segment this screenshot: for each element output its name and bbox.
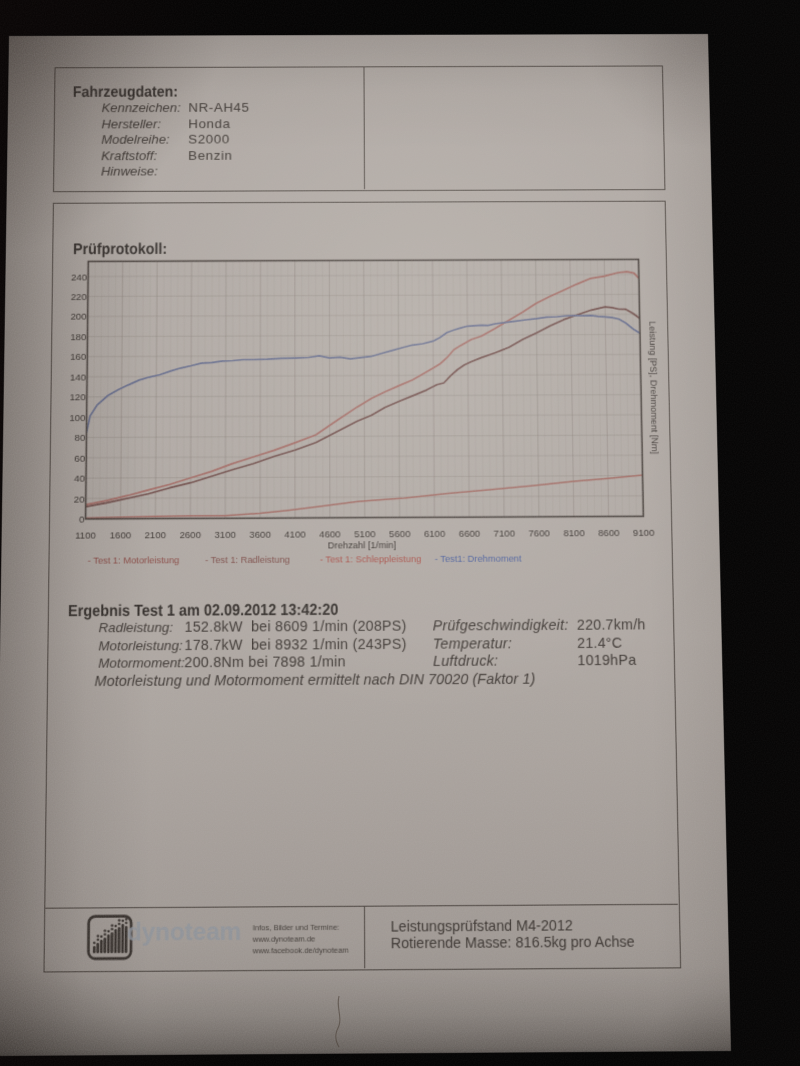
svg-text:180: 180 (70, 332, 86, 343)
svg-text:140: 140 (70, 372, 86, 383)
svg-text:0: 0 (79, 514, 85, 525)
svg-text:8100: 8100 (563, 528, 584, 538)
svg-text:80: 80 (74, 433, 85, 444)
svg-text:6100: 6100 (424, 529, 445, 539)
svg-text:- Test 1: Radleistung: - Test 1: Radleistung (205, 554, 290, 565)
svg-text:Drehzahl [1/min]: Drehzahl [1/min] (328, 540, 397, 551)
svg-text:2600: 2600 (180, 530, 201, 540)
svg-text:1100: 1100 (75, 530, 96, 541)
svg-text:6600: 6600 (459, 528, 480, 538)
svg-text:220: 220 (71, 292, 87, 303)
svg-text:8600: 8600 (598, 528, 620, 538)
svg-text:- Test 1: Schleppleistung: - Test 1: Schleppleistung (320, 554, 421, 565)
svg-text:9100: 9100 (633, 528, 655, 538)
svg-text:100: 100 (69, 413, 85, 424)
svg-text:- Test1: Drehmoment: - Test1: Drehmoment (435, 553, 522, 564)
svg-text:5600: 5600 (389, 529, 410, 539)
svg-text:60: 60 (74, 453, 85, 464)
svg-text:3600: 3600 (249, 529, 270, 539)
svg-text:20: 20 (74, 494, 85, 505)
svg-text:- Test 1: Motorleistung: - Test 1: Motorleistung (88, 555, 180, 566)
svg-text:Leistung [PS], Drehmoment [Nm]: Leistung [PS], Drehmoment [Nm] (647, 321, 660, 454)
svg-text:4100: 4100 (284, 529, 305, 539)
svg-text:1600: 1600 (110, 530, 132, 541)
svg-text:160: 160 (70, 352, 86, 363)
svg-text:120: 120 (70, 392, 86, 403)
svg-text:2100: 2100 (145, 530, 166, 541)
svg-text:240: 240 (71, 272, 87, 283)
svg-text:200: 200 (70, 312, 86, 323)
svg-text:7100: 7100 (494, 528, 515, 538)
svg-text:3100: 3100 (214, 530, 235, 540)
svg-text:40: 40 (74, 473, 85, 484)
svg-text:7600: 7600 (528, 528, 549, 538)
svg-text:4600: 4600 (319, 529, 340, 539)
svg-text:5100: 5100 (354, 529, 375, 539)
